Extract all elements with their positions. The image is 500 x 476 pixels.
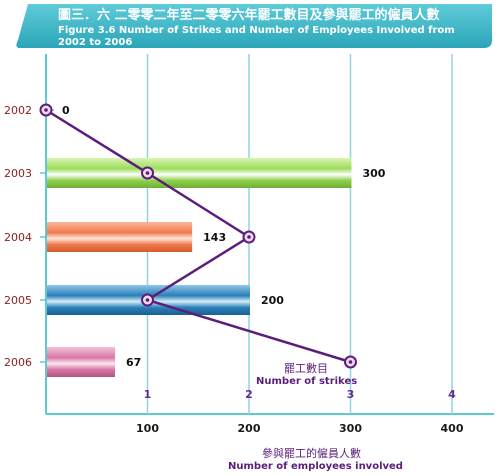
strikes-point-center [145, 171, 150, 175]
employees-tick-label: 400 [441, 422, 464, 435]
strikes-point-center [44, 108, 48, 112]
strikes-tick-label: 3 [347, 388, 355, 401]
strikes-legend-cn: 罷工數目 [284, 362, 328, 375]
employees-value-label: 300 [363, 167, 386, 180]
employees-axis-title-en: Number of employees involved [228, 461, 403, 472]
title-banner [16, 4, 493, 48]
employees-value-label: 143 [203, 231, 226, 244]
employees-value-label: 200 [261, 294, 284, 307]
labels: 100 200 300 400 1 2 3 4 2002 0 2003 300 2004 143 2005 2… [4, 104, 464, 435]
employees-tick-label: 200 [238, 422, 261, 435]
year-label: 2004 [4, 231, 32, 244]
strikes-tick-label: 1 [144, 388, 152, 401]
employees-axis-title-cn: 參與罷工的僱員人數 [262, 446, 361, 460]
chart-title: 圖三．六 二零零二年至二零零六年罷工數目及參與罷工的僱員人數 [58, 7, 440, 23]
year-label: 2003 [4, 167, 32, 180]
employees-value-label: 0 [62, 104, 70, 117]
employees-bar [47, 158, 352, 188]
year-label: 2002 [4, 104, 32, 117]
chart-subtitle-line-1: Figure 3.6 Number of Strikes and Number … [58, 25, 455, 36]
chart-subtitle-line-2: 2002 to 2006 [58, 37, 132, 48]
employees-tick-label: 100 [136, 422, 159, 435]
strikes-line [39, 103, 357, 369]
employees-tick-label: 300 [339, 422, 362, 435]
strikes-point-center [145, 298, 150, 302]
strikes-tick-label: 4 [448, 388, 456, 401]
employees-bar [47, 222, 193, 252]
employees-value-label: 67 [126, 356, 141, 369]
strikes-legend-en: Number of strikes [256, 376, 357, 387]
year-label: 2006 [4, 356, 32, 369]
employees-bar [47, 347, 116, 377]
year-label: 2005 [4, 294, 32, 307]
strikes-point-center [247, 235, 251, 239]
strikes-tick-label: 2 [245, 388, 253, 401]
strikes-point-center [348, 360, 353, 364]
